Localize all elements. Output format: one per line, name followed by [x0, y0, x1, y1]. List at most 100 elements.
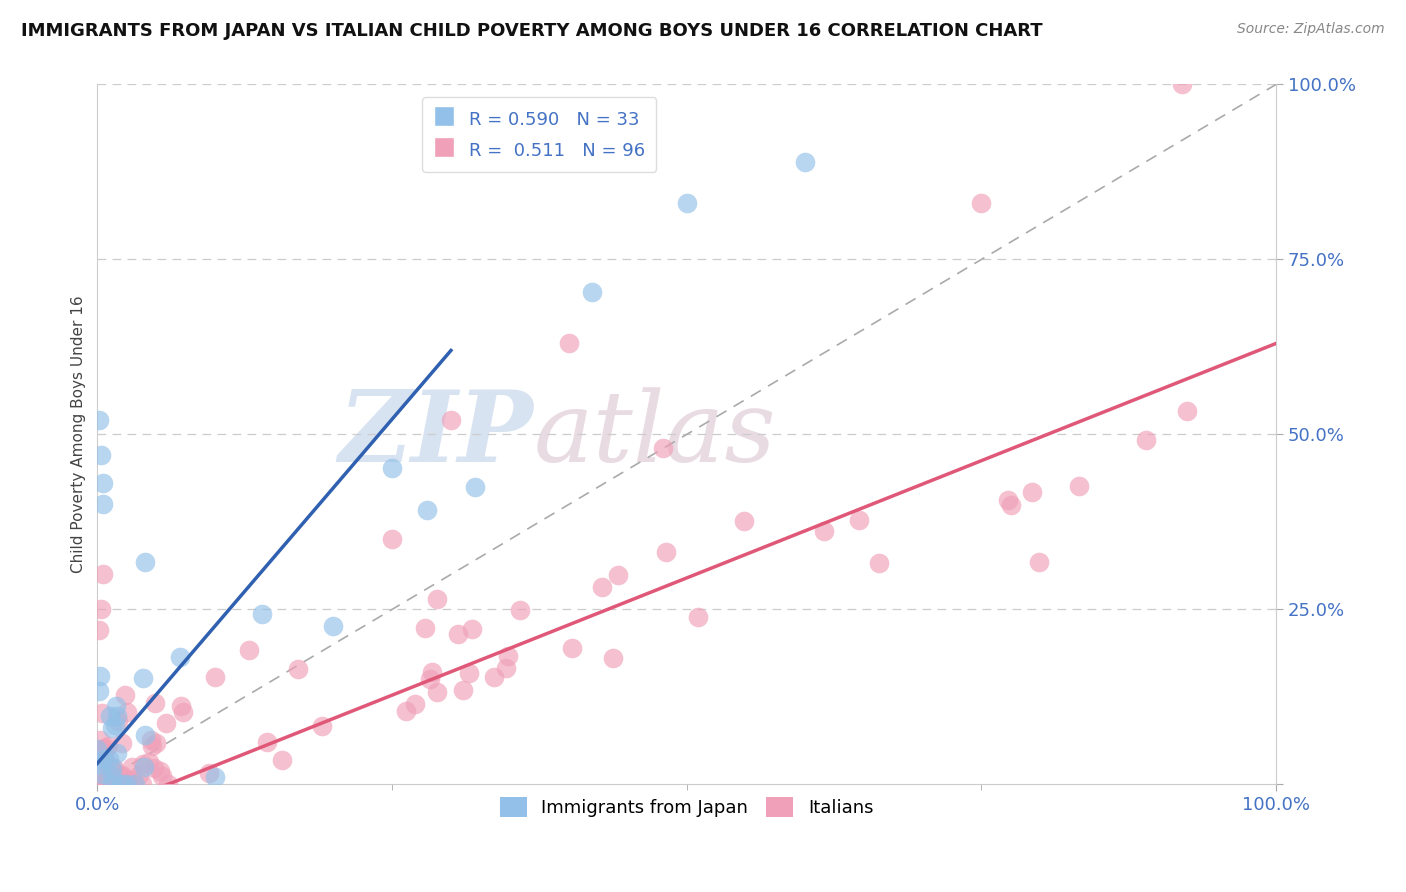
Point — [104, 718, 127, 732]
Point — [451, 683, 474, 698]
Point — [93, 769, 115, 783]
Point — [104, 768, 127, 782]
Point — [122, 772, 145, 787]
Point — [104, 699, 127, 714]
Point — [110, 772, 132, 787]
Point — [131, 777, 153, 791]
Point — [602, 651, 624, 665]
Point — [440, 413, 463, 427]
Point — [607, 568, 630, 582]
Point — [198, 766, 221, 780]
Point — [655, 545, 678, 559]
Point — [997, 493, 1019, 508]
Point — [155, 715, 177, 730]
Point — [91, 476, 114, 491]
Point — [89, 669, 111, 683]
Point — [495, 661, 517, 675]
Point — [141, 739, 163, 754]
Point — [172, 705, 194, 719]
Point — [1000, 499, 1022, 513]
Legend: Immigrants from Japan, Italians: Immigrants from Japan, Italians — [492, 790, 880, 824]
Point — [1175, 403, 1198, 417]
Point — [91, 752, 114, 766]
Point — [1171, 78, 1194, 92]
Point — [93, 777, 115, 791]
Point — [420, 665, 443, 679]
Point — [848, 513, 870, 527]
Point — [149, 764, 172, 778]
Point — [145, 736, 167, 750]
Point — [121, 760, 143, 774]
Point — [128, 768, 150, 782]
Point — [91, 706, 114, 720]
Point — [134, 556, 156, 570]
Point — [675, 196, 697, 211]
Point — [509, 603, 531, 617]
Point — [103, 762, 125, 776]
Point — [591, 580, 613, 594]
Point — [426, 685, 449, 699]
Point — [91, 567, 114, 582]
Point — [117, 773, 139, 788]
Point — [419, 672, 441, 686]
Point — [110, 769, 132, 783]
Point — [204, 770, 226, 784]
Point — [103, 761, 125, 775]
Point — [91, 767, 114, 781]
Point — [89, 733, 111, 747]
Point — [145, 696, 167, 710]
Text: Source: ZipAtlas.com: Source: ZipAtlas.com — [1237, 22, 1385, 37]
Point — [87, 624, 110, 638]
Point — [868, 556, 890, 570]
Point — [115, 777, 138, 791]
Point — [381, 461, 404, 475]
Point — [426, 592, 449, 607]
Point — [447, 627, 470, 641]
Point — [96, 774, 118, 789]
Point — [150, 769, 173, 783]
Point — [141, 733, 163, 747]
Point — [464, 480, 486, 494]
Point — [90, 449, 112, 463]
Point — [114, 688, 136, 702]
Point — [733, 514, 755, 528]
Point — [561, 640, 583, 655]
Point — [93, 742, 115, 756]
Point — [103, 764, 125, 779]
Point — [558, 336, 581, 351]
Point — [143, 761, 166, 775]
Point — [970, 196, 993, 211]
Point — [311, 719, 333, 733]
Point — [134, 760, 156, 774]
Text: atlas: atlas — [533, 387, 776, 482]
Point — [103, 777, 125, 791]
Point — [457, 665, 479, 680]
Point — [416, 503, 439, 517]
Point — [97, 774, 120, 789]
Point — [169, 650, 191, 665]
Text: IMMIGRANTS FROM JAPAN VS ITALIAN CHILD POVERTY AMONG BOYS UNDER 16 CORRELATION C: IMMIGRANTS FROM JAPAN VS ITALIAN CHILD P… — [21, 22, 1043, 40]
Point — [115, 705, 138, 719]
Point — [404, 697, 426, 711]
Point — [98, 752, 121, 766]
Point — [287, 662, 309, 676]
Y-axis label: Child Poverty Among Boys Under 16: Child Poverty Among Boys Under 16 — [72, 295, 86, 574]
Point — [1021, 485, 1043, 500]
Point — [87, 413, 110, 427]
Point — [461, 622, 484, 636]
Point — [101, 721, 124, 735]
Point — [90, 742, 112, 756]
Point — [381, 533, 404, 547]
Point — [101, 777, 124, 791]
Point — [101, 761, 124, 775]
Point — [793, 154, 815, 169]
Point — [395, 704, 418, 718]
Point — [204, 670, 226, 684]
Point — [97, 757, 120, 772]
Point — [496, 649, 519, 664]
Point — [111, 736, 134, 750]
Point — [93, 750, 115, 764]
Point — [111, 768, 134, 782]
Point — [156, 777, 179, 791]
Point — [87, 777, 110, 791]
